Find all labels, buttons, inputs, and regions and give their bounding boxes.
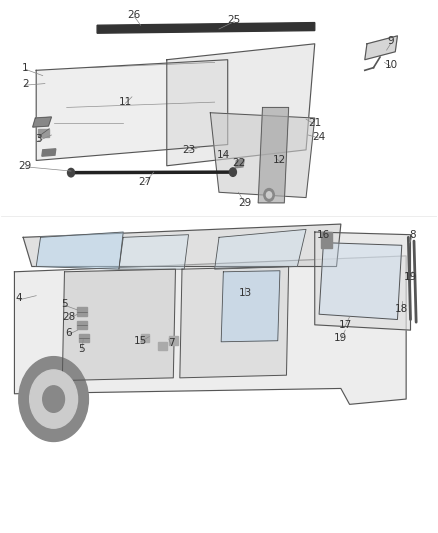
Bar <box>321 232 332 248</box>
Polygon shape <box>42 149 56 156</box>
Bar <box>77 320 87 329</box>
Text: 12: 12 <box>273 156 286 165</box>
Text: 23: 23 <box>182 145 195 155</box>
Bar <box>141 334 149 342</box>
Polygon shape <box>215 229 306 269</box>
Circle shape <box>264 189 274 201</box>
Text: 13: 13 <box>238 288 252 298</box>
Text: 3: 3 <box>35 134 42 144</box>
Text: 7: 7 <box>168 338 174 349</box>
Text: 29: 29 <box>238 198 252 208</box>
Text: 11: 11 <box>119 97 132 107</box>
Polygon shape <box>62 269 176 381</box>
Polygon shape <box>235 159 244 168</box>
Text: 5: 5 <box>61 298 68 309</box>
Polygon shape <box>180 266 289 378</box>
Text: 2: 2 <box>22 78 28 88</box>
Text: 29: 29 <box>19 161 32 171</box>
Polygon shape <box>315 232 410 330</box>
Text: 26: 26 <box>127 10 141 20</box>
Circle shape <box>19 357 88 441</box>
Polygon shape <box>97 22 315 33</box>
Text: 19: 19 <box>404 272 417 282</box>
Polygon shape <box>119 235 188 269</box>
Text: 25: 25 <box>228 15 241 25</box>
Bar <box>79 334 89 342</box>
Polygon shape <box>36 232 123 269</box>
Text: 19: 19 <box>334 333 347 343</box>
Text: 10: 10 <box>385 60 397 70</box>
Bar <box>158 342 167 350</box>
Circle shape <box>266 192 272 198</box>
Text: 28: 28 <box>62 312 75 322</box>
Polygon shape <box>33 117 51 127</box>
Polygon shape <box>258 108 289 203</box>
Text: 17: 17 <box>339 320 352 330</box>
Polygon shape <box>14 256 406 405</box>
Polygon shape <box>167 44 315 166</box>
Polygon shape <box>23 224 341 266</box>
Polygon shape <box>319 243 402 319</box>
Text: 9: 9 <box>388 36 394 46</box>
Text: 24: 24 <box>312 132 326 142</box>
Text: 18: 18 <box>395 304 408 314</box>
Circle shape <box>67 168 74 177</box>
Bar <box>169 336 178 345</box>
Circle shape <box>230 168 237 176</box>
Circle shape <box>43 386 64 413</box>
Text: 16: 16 <box>317 230 330 240</box>
Text: 21: 21 <box>308 118 321 128</box>
Polygon shape <box>36 60 228 160</box>
Text: 4: 4 <box>15 293 22 303</box>
Text: 22: 22 <box>232 158 245 168</box>
Text: 5: 5 <box>78 344 85 354</box>
Bar <box>39 128 49 136</box>
Circle shape <box>30 370 78 428</box>
Polygon shape <box>365 36 397 60</box>
Text: 27: 27 <box>138 176 152 187</box>
Bar <box>77 308 87 316</box>
Text: 1: 1 <box>22 63 28 72</box>
Polygon shape <box>221 271 280 342</box>
Text: 6: 6 <box>66 328 72 338</box>
Polygon shape <box>210 113 315 198</box>
Text: 15: 15 <box>134 336 147 346</box>
Text: 8: 8 <box>410 230 416 240</box>
Text: 14: 14 <box>217 150 230 160</box>
